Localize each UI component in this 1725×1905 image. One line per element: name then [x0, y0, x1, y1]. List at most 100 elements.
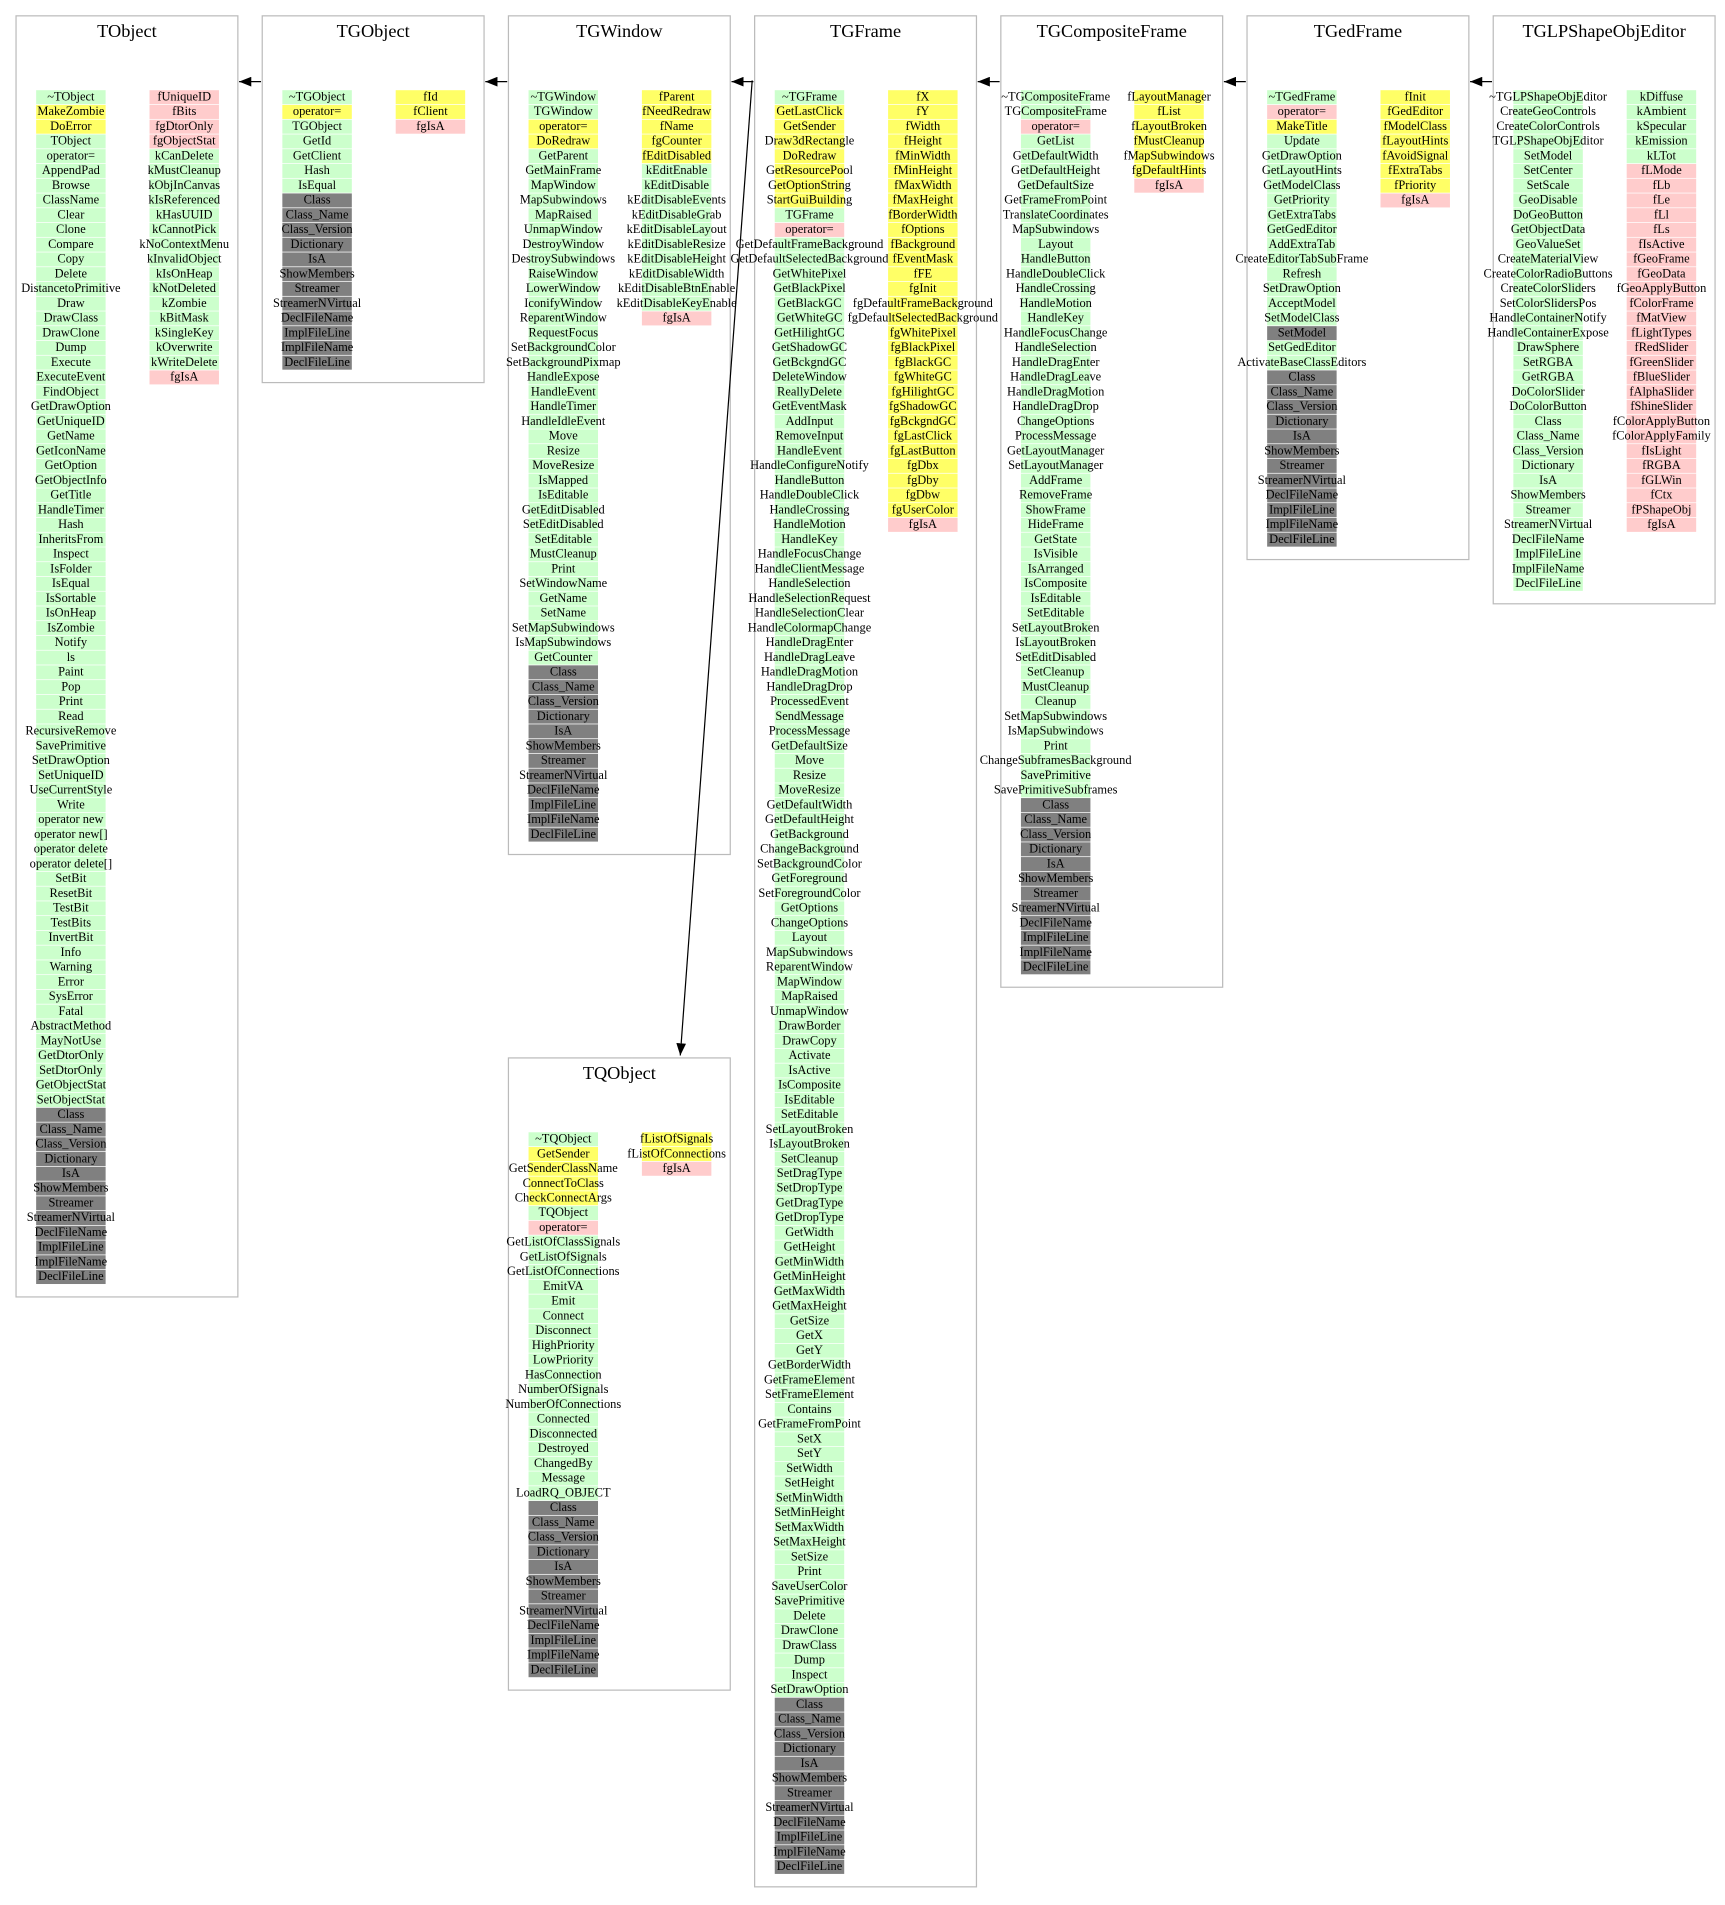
- methods-bg: [36, 960, 106, 975]
- methods-name: Inspect: [53, 547, 89, 561]
- methods-name: ChangeBackground: [760, 842, 859, 856]
- methods-name: ShowFrame: [1026, 502, 1087, 516]
- class-title: TGWindow: [576, 21, 663, 41]
- members-bg: [1134, 134, 1204, 149]
- methods-bg: [774, 857, 845, 872]
- members-bg: [1380, 119, 1450, 134]
- methods-name: HandleColormapChange: [748, 620, 872, 634]
- methods-bg: [1267, 503, 1337, 518]
- methods-name: GetFrameFromPoint: [1004, 193, 1107, 207]
- methods-name: Print: [551, 561, 576, 575]
- members-name: fLightTypes: [1631, 325, 1692, 339]
- members-name: fGLWin: [1641, 473, 1682, 487]
- methods-name: IsZombie: [47, 620, 95, 634]
- methods-name: Delete: [793, 1608, 826, 1622]
- methods-name: ls: [67, 650, 75, 664]
- methods-bg: [1267, 281, 1337, 296]
- methods-bg: [36, 429, 106, 444]
- members-bg: [888, 296, 958, 311]
- methods-name: ShowMembers: [279, 266, 354, 280]
- methods-name: EmitVA: [543, 1279, 584, 1293]
- methods-name: StreamerNVirtual: [519, 1603, 608, 1617]
- methods-name: GetWhiteGC: [777, 311, 843, 325]
- members-bg: [888, 178, 958, 193]
- members-bg: [1134, 163, 1204, 178]
- methods-bg: [1267, 385, 1337, 400]
- methods-name: ImplFileName: [527, 812, 600, 826]
- methods-bg: [774, 562, 845, 577]
- methods-name: StreamerNVirtual: [519, 768, 608, 782]
- methods-name: Clear: [57, 207, 85, 221]
- methods-name: Move: [549, 429, 578, 443]
- methods-name: IsEditable: [1030, 591, 1081, 605]
- members-name: kAmbient: [1637, 104, 1687, 118]
- methods-name: Class_Version: [282, 222, 354, 236]
- methods-name: DeclFileName: [1019, 915, 1092, 929]
- methods-bg: [774, 768, 845, 783]
- methods-name: TGObject: [292, 119, 342, 133]
- members-bg: [1626, 311, 1697, 326]
- methods-bg: [774, 149, 845, 164]
- methods-name: StreamerNVirtual: [1258, 473, 1347, 487]
- methods-bg: [528, 119, 599, 134]
- methods-name: DeclFileLine: [1515, 576, 1581, 590]
- members-bg: [1134, 149, 1204, 164]
- methods-name: DistancetoPrimitive: [21, 281, 121, 295]
- members-bg: [1626, 193, 1697, 208]
- members-name: fName: [660, 119, 694, 133]
- methods-bg: [1020, 429, 1091, 444]
- methods-name: SetSize: [791, 1549, 829, 1563]
- methods-name: Class: [304, 193, 331, 207]
- members-name: fCtx: [1650, 488, 1673, 502]
- members-name: fMaxHeight: [892, 193, 953, 207]
- members-name: fMinWidth: [895, 148, 951, 162]
- members-name: fIsActive: [1638, 237, 1685, 251]
- methods-bg: [1513, 385, 1583, 400]
- methods-bg: [36, 503, 106, 518]
- methods-bg: [774, 444, 845, 459]
- methods-name: GeoValueSet: [1516, 237, 1581, 251]
- methods-name: DeclFileName: [527, 1618, 600, 1632]
- methods-bg: [1267, 340, 1337, 355]
- methods-bg: [1020, 665, 1091, 680]
- members-name: kEditDisable: [644, 178, 709, 192]
- methods-name: GetWhitePixel: [773, 266, 847, 280]
- methods-bg: [282, 193, 352, 208]
- members-bg: [1134, 104, 1204, 119]
- methods-name: TranslateCoordinates: [1003, 207, 1109, 221]
- class-title: TGObject: [337, 21, 410, 41]
- methods-bg: [1513, 488, 1583, 503]
- methods-name: IsA: [801, 1756, 819, 1770]
- methods-name: InheritsFrom: [38, 532, 103, 546]
- methods-name: RecursiveRemove: [25, 724, 117, 738]
- methods-name: HandleDragLeave: [764, 650, 856, 664]
- methods-bg: [528, 1132, 599, 1147]
- methods-name: ShowMembers: [1264, 443, 1339, 457]
- members-name: kInvalidObject: [147, 252, 222, 266]
- methods-bg: [528, 650, 599, 665]
- members-bg: [888, 134, 958, 149]
- methods-bg: [774, 547, 845, 562]
- methods-name: DrawCopy: [782, 1033, 837, 1047]
- methods-name: GetSender: [537, 1146, 590, 1160]
- methods-name: GetName: [47, 429, 95, 443]
- methods-name: Draw3dRectangle: [765, 134, 855, 148]
- methods-bg: [774, 252, 845, 267]
- members-bg: [149, 296, 219, 311]
- methods-name: Dictionary: [1522, 458, 1576, 472]
- methods-name: GetBckgndGC: [773, 355, 847, 369]
- methods-name: HandleClientMessage: [755, 561, 865, 575]
- members-bg: [149, 326, 219, 341]
- methods-name: Class: [1288, 370, 1315, 384]
- methods-name: ShowMembers: [526, 1574, 601, 1588]
- methods-bg: [1020, 414, 1091, 429]
- methods-name: SavePrimitive: [36, 738, 107, 752]
- members-name: fgLastButton: [890, 443, 956, 457]
- methods-bg: [774, 680, 845, 695]
- methods-name: MapSubwindows: [1012, 222, 1099, 236]
- methods-bg: [282, 104, 352, 119]
- methods-name: DoError: [50, 119, 92, 133]
- methods-name: Dictionary: [1029, 842, 1083, 856]
- members-name: fColorApplyFamily: [1612, 429, 1711, 443]
- methods-bg: [774, 517, 845, 532]
